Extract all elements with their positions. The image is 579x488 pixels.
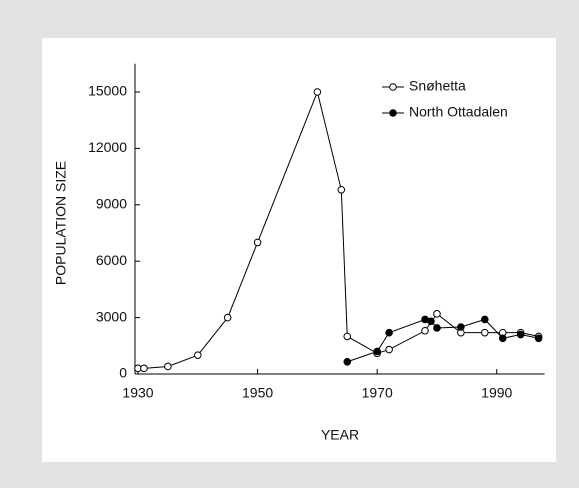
point: [140, 364, 148, 373]
legend-marker: [389, 109, 397, 117]
point: [193, 351, 202, 360]
y-axis-label: POPULATION SIZE: [53, 161, 69, 285]
point: [223, 313, 232, 322]
point: [337, 185, 346, 194]
point: [433, 310, 441, 318]
point: [164, 362, 172, 371]
legend-marker: [389, 83, 397, 91]
point: [516, 330, 525, 339]
point: [343, 357, 352, 366]
point: [385, 328, 393, 337]
point: [498, 334, 507, 343]
x-axis-label: YEAR: [321, 427, 359, 443]
point: [313, 88, 322, 96]
y-tick-label: 6000: [96, 252, 127, 268]
point: [433, 324, 441, 332]
x-tick-label: 1930: [122, 385, 153, 401]
y-tick-label: 3000: [96, 308, 127, 324]
y-tick-label: 9000: [96, 196, 127, 212]
y-tick-label: 0: [119, 365, 127, 381]
point: [253, 238, 262, 247]
y-tick-label: 15000: [88, 83, 127, 99]
x-tick-label: 1970: [362, 385, 393, 401]
point: [427, 317, 435, 326]
y-tick-label: 12000: [88, 139, 127, 155]
point: [481, 315, 489, 324]
point: [373, 347, 381, 356]
legend-label: North Ottadalen: [409, 104, 508, 120]
x-tick-label: 1990: [481, 385, 512, 401]
point: [457, 323, 465, 331]
point: [385, 345, 393, 354]
point: [534, 334, 543, 343]
point: [481, 328, 489, 337]
legend-label: Snøhetta: [409, 78, 466, 94]
point: [421, 326, 429, 335]
panel: [42, 38, 556, 462]
x-tick-label: 1950: [242, 385, 273, 401]
point: [343, 332, 352, 341]
